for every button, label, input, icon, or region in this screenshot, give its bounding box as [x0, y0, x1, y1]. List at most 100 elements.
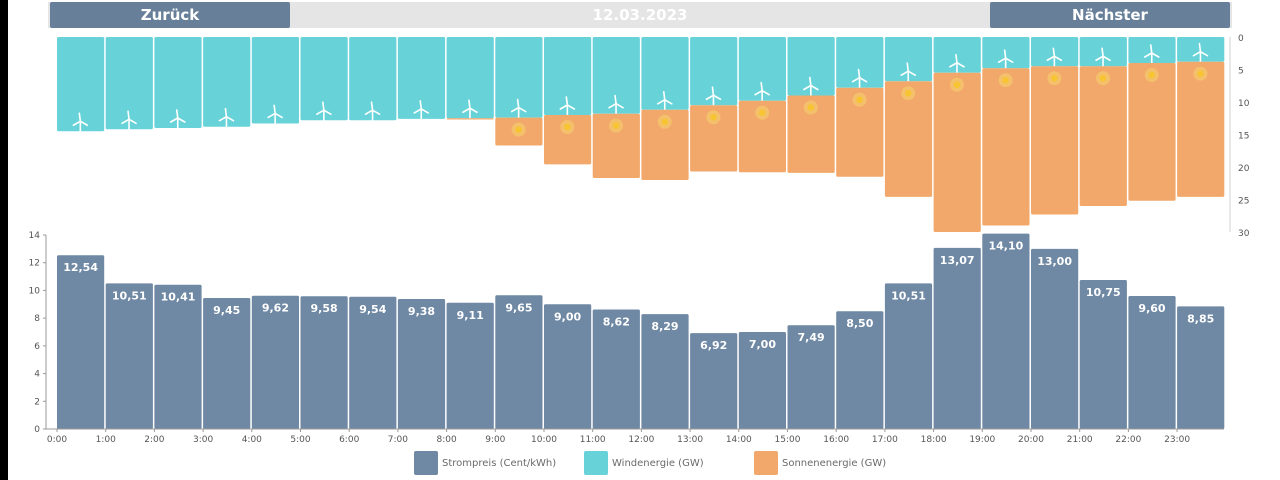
turbine-blade — [858, 76, 868, 83]
sun-core — [856, 96, 863, 103]
turbine-blade — [760, 81, 763, 92]
sun-core — [953, 81, 961, 88]
turbine-blade — [78, 112, 82, 123]
legend-label-price: Strompreis (Cent/kWh) — [442, 457, 557, 469]
wind-bar — [836, 37, 884, 88]
legend-swatch-price — [414, 451, 438, 475]
turbine-blade — [128, 118, 137, 125]
x-tick-label: 16:00 — [823, 435, 849, 445]
back-button[interactable]: Zurück — [50, 2, 290, 28]
turbine-blade — [857, 68, 861, 79]
turbine-blade — [169, 117, 179, 123]
sun-icon — [901, 86, 916, 101]
price-bar — [154, 284, 202, 429]
turbine-blade — [1192, 50, 1202, 57]
price-bar — [836, 311, 884, 429]
turbine-blade — [1053, 55, 1063, 62]
sun-icon — [511, 122, 526, 137]
sun-core — [515, 126, 522, 133]
turbine-blade — [419, 100, 423, 110]
price-bar — [57, 255, 105, 429]
wind-turbine-icon — [1095, 47, 1111, 68]
price-value-label: 8,29 — [651, 320, 678, 333]
solar-bar — [1128, 63, 1176, 201]
price-value-label: 9,58 — [311, 302, 338, 315]
price-y-tick-label: 14 — [29, 231, 41, 241]
wind-turbine-icon — [72, 112, 89, 133]
turbine-blade — [370, 101, 374, 111]
x-tick-label: 11:00 — [580, 435, 606, 445]
turbine-blade — [810, 84, 819, 91]
price-value-label: 7,00 — [749, 338, 776, 351]
price-value-label: 10,51 — [112, 289, 147, 302]
turbine-blade — [565, 96, 569, 106]
turbine-blade — [1003, 49, 1007, 60]
wind-bar — [349, 37, 397, 121]
price-y-tick-label: 8 — [34, 314, 40, 324]
turbine-blade — [608, 102, 617, 109]
wind-turbine-icon — [218, 107, 235, 128]
price-bar — [397, 299, 446, 429]
sun-core — [710, 114, 717, 121]
price-bar — [203, 298, 251, 429]
sun-core — [1148, 71, 1155, 79]
x-tick-label: 5:00 — [290, 435, 310, 445]
solar-bar — [933, 72, 981, 232]
solar-bar — [592, 113, 640, 179]
price-y-tick-label: 0 — [34, 425, 40, 435]
price-bar — [738, 332, 786, 429]
sun-icon — [852, 92, 867, 107]
price-y-tick-label: 12 — [29, 259, 40, 269]
turbine-blade — [176, 117, 186, 123]
wind-bar — [933, 37, 981, 73]
sun-core — [1002, 77, 1009, 84]
turbine-blade — [1004, 57, 1014, 64]
x-tick-label: 22:00 — [1115, 435, 1141, 445]
energy-y-tick-label: 25 — [1238, 197, 1249, 207]
price-value-label: 9,00 — [554, 310, 581, 323]
turbine-blade — [218, 115, 228, 122]
sun-icon — [1144, 68, 1159, 82]
price-value-label: 10,51 — [891, 289, 926, 302]
price-value-label: 13,07 — [940, 254, 975, 267]
energy-y-tick-label: 0 — [1238, 34, 1244, 44]
sun-icon — [706, 110, 721, 125]
price-value-label: 9,62 — [262, 302, 289, 315]
price-value-label: 6,92 — [700, 339, 727, 352]
price-bar — [884, 283, 933, 429]
wind-bar — [982, 37, 1030, 69]
wind-bar — [397, 37, 446, 119]
turbine-blade — [1046, 55, 1056, 62]
turbine-blade — [712, 94, 722, 101]
x-tick-label: 6:00 — [339, 435, 359, 445]
wind-turbine-icon — [1046, 47, 1063, 68]
turbine-blade — [614, 94, 617, 105]
turbine-blade — [906, 62, 910, 72]
wind-bar — [884, 37, 933, 82]
sun-core — [807, 104, 815, 111]
turbine-blade — [711, 86, 715, 97]
wind-turbine-icon — [656, 91, 673, 111]
wind-turbine-icon — [1143, 44, 1160, 64]
price-value-label: 13,00 — [1037, 255, 1072, 268]
wind-turbine-icon — [169, 109, 186, 129]
turbine-blade — [516, 98, 520, 109]
turbine-blade — [949, 61, 958, 68]
turbine-blade — [1095, 55, 1104, 62]
next-button[interactable]: Nächster — [990, 2, 1230, 28]
turbine-blade — [225, 115, 235, 122]
wind-bar — [300, 37, 348, 121]
wind-turbine-icon — [997, 49, 1014, 70]
turbine-blade — [1143, 52, 1153, 58]
x-tick-label: 14:00 — [726, 435, 752, 445]
turbine-blade — [656, 99, 666, 105]
legend-swatch-wind — [584, 451, 608, 475]
wind-turbine-icon — [900, 62, 917, 82]
legend-item-price: Strompreis (Cent/kWh) — [414, 451, 556, 475]
price-bar — [690, 333, 738, 429]
turbine-blade — [267, 112, 276, 119]
turbine-blade — [754, 89, 763, 96]
legend-label-solar: Sonnenenergie (GW) — [782, 457, 887, 469]
wind-turbine-icon — [754, 81, 770, 102]
